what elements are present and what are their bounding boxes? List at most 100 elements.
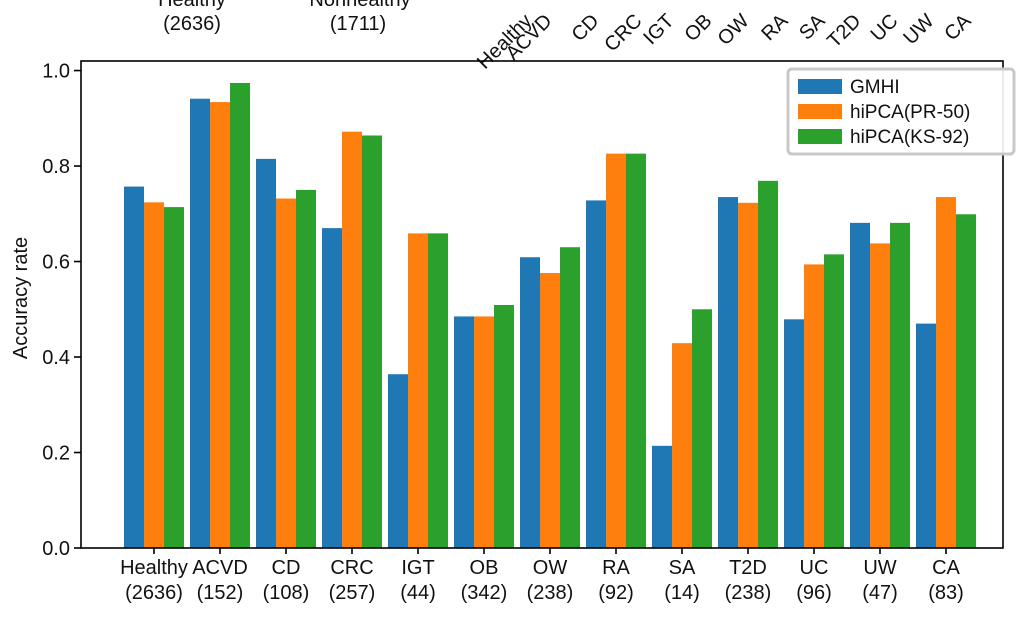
bar-gmhi-ob [454, 316, 474, 548]
top-group-label-healthy: Healthy [158, 0, 226, 11]
bar-gmhi-sa [652, 445, 672, 548]
x-axis-ticks: Healthy (2636) ACVD (152) CD (108) CRC (257) IGT… [120, 548, 964, 604]
bar-hipca-pr-50--crc [342, 131, 362, 548]
x-tick-count: (47) [862, 582, 898, 604]
x-tick-label: SA [669, 557, 696, 579]
legend-label: GMHI [850, 77, 900, 98]
bar-hipca-ks-92--ra [626, 153, 646, 548]
bar-hipca-pr-50--cd [276, 198, 296, 548]
y-tick-label: 0.0 [42, 538, 70, 560]
x-tick-label: Healthy [120, 557, 188, 579]
bars [124, 82, 976, 549]
bar-hipca-pr-50--ow [540, 272, 560, 548]
legend-label: hiPCA(KS-92) [850, 127, 969, 148]
bar-gmhi-uc [784, 319, 804, 548]
bar-hipca-pr-50--ob [474, 316, 494, 548]
top-rotated-label: OB [681, 10, 717, 46]
bar-gmhi-acvd [190, 98, 210, 548]
x-tick-count: (2636) [125, 582, 183, 604]
y-tick-label: 1.0 [42, 61, 70, 83]
top-group-label-nonhealthy: Nonhealthy [309, 0, 410, 11]
legend: GMHI hiPCA(PR-50) hiPCA(KS-92) [786, 67, 1016, 156]
bar-hipca-ks-92--ow [560, 247, 580, 549]
bar-hipca-ks-92--healthy [164, 207, 184, 548]
x-tick-count: (92) [598, 582, 634, 604]
bar-hipca-pr-50--acvd [210, 102, 230, 548]
legend-box [786, 67, 1016, 156]
y-tick-label: 0.6 [42, 252, 70, 274]
bar-hipca-ks-92--ob [494, 304, 514, 548]
top-rotated-label: UC [867, 10, 903, 46]
x-tick-count: (257) [329, 582, 376, 604]
x-tick-count: (238) [527, 582, 574, 604]
bar-hipca-ks-92--acvd [230, 82, 250, 549]
x-tick-count: (96) [796, 582, 832, 604]
x-tick-label: UW [863, 557, 896, 579]
legend-swatch [798, 79, 842, 94]
x-tick-label: RA [602, 557, 630, 579]
bar-hipca-pr-50--healthy [144, 202, 164, 548]
bar-gmhi-crc [322, 228, 342, 548]
bar-hipca-ks-92--crc [362, 135, 382, 548]
top-group-labels: Healthy (2636) Nonhealthy (1711) [158, 0, 411, 35]
x-tick-count: (44) [400, 582, 436, 604]
top-group-count-healthy: (2636) [163, 13, 221, 35]
bar-hipca-ks-92--sa [692, 309, 712, 548]
bar-hipca-pr-50--t2d [738, 202, 758, 548]
bar-hipca-ks-92--igt [428, 233, 448, 548]
top-rotated-label: UW [899, 10, 938, 49]
x-tick-label: CRC [330, 557, 373, 579]
legend-items: GMHI hiPCA(PR-50) hiPCA(KS-92) [798, 77, 970, 148]
x-tick-label: UC [800, 557, 829, 579]
x-tick-count: (108) [263, 582, 310, 604]
top-group-count-nonhealthy: (1711) [330, 13, 386, 35]
x-tick-label: IGT [401, 557, 434, 579]
bar-hipca-ks-92--uc [824, 254, 844, 548]
x-tick-count: (14) [664, 582, 700, 604]
y-axis-ticks: 0.0 0.2 0.4 0.6 0.8 1.0 [42, 61, 81, 560]
y-axis-label: Accuracy rate [10, 237, 32, 359]
plot-frame [80, 60, 1004, 549]
legend-label: hiPCA(PR-50) [850, 102, 970, 123]
bar-hipca-ks-92--ca [956, 214, 976, 548]
bar-gmhi-ra [586, 200, 606, 548]
bar-hipca-pr-50--igt [408, 233, 428, 548]
x-tick-label: CA [932, 557, 960, 579]
bar-gmhi-healthy [124, 186, 144, 548]
x-tick-label: CD [272, 557, 301, 579]
y-tick-label: 0.4 [42, 347, 70, 369]
top-rotated-label: IGT [639, 10, 678, 49]
bar-hipca-pr-50--ra [606, 153, 626, 548]
bar-hipca-pr-50--sa [672, 343, 692, 548]
legend-swatch [798, 104, 842, 119]
y-tick-label: 0.2 [42, 443, 70, 465]
bar-gmhi-t2d [718, 197, 738, 548]
top-rotated-label: T2D [823, 10, 865, 52]
bar-hipca-ks-92--cd [296, 189, 316, 549]
x-tick-label: T2D [729, 557, 767, 579]
x-tick-label: OW [533, 557, 568, 579]
bar-hipca-ks-92--uw [890, 222, 910, 548]
x-tick-count: (152) [197, 582, 244, 604]
bar-gmhi-cd [256, 158, 276, 549]
y-tick-label: 0.8 [42, 156, 70, 178]
bar-hipca-pr-50--uc [804, 264, 824, 548]
top-rotated-label: CD [568, 10, 604, 46]
top-rotated-label: RA [757, 10, 793, 46]
bar-gmhi-igt [388, 374, 408, 548]
bar-gmhi-ow [520, 257, 540, 548]
top-rotated-label: OW [714, 10, 754, 50]
legend-swatch [798, 129, 842, 144]
x-tick-count: (83) [928, 582, 964, 604]
bar-hipca-pr-50--uw [870, 243, 890, 548]
bar-hipca-ks-92--t2d [758, 180, 778, 548]
x-tick-count: (238) [725, 582, 772, 604]
bar-gmhi-uw [850, 222, 870, 548]
x-tick-label: ACVD [192, 557, 248, 579]
bar-hipca-pr-50--ca [936, 197, 956, 548]
bar-gmhi-ca [916, 323, 936, 548]
x-tick-count: (342) [461, 582, 508, 604]
x-tick-label: OB [470, 557, 499, 579]
